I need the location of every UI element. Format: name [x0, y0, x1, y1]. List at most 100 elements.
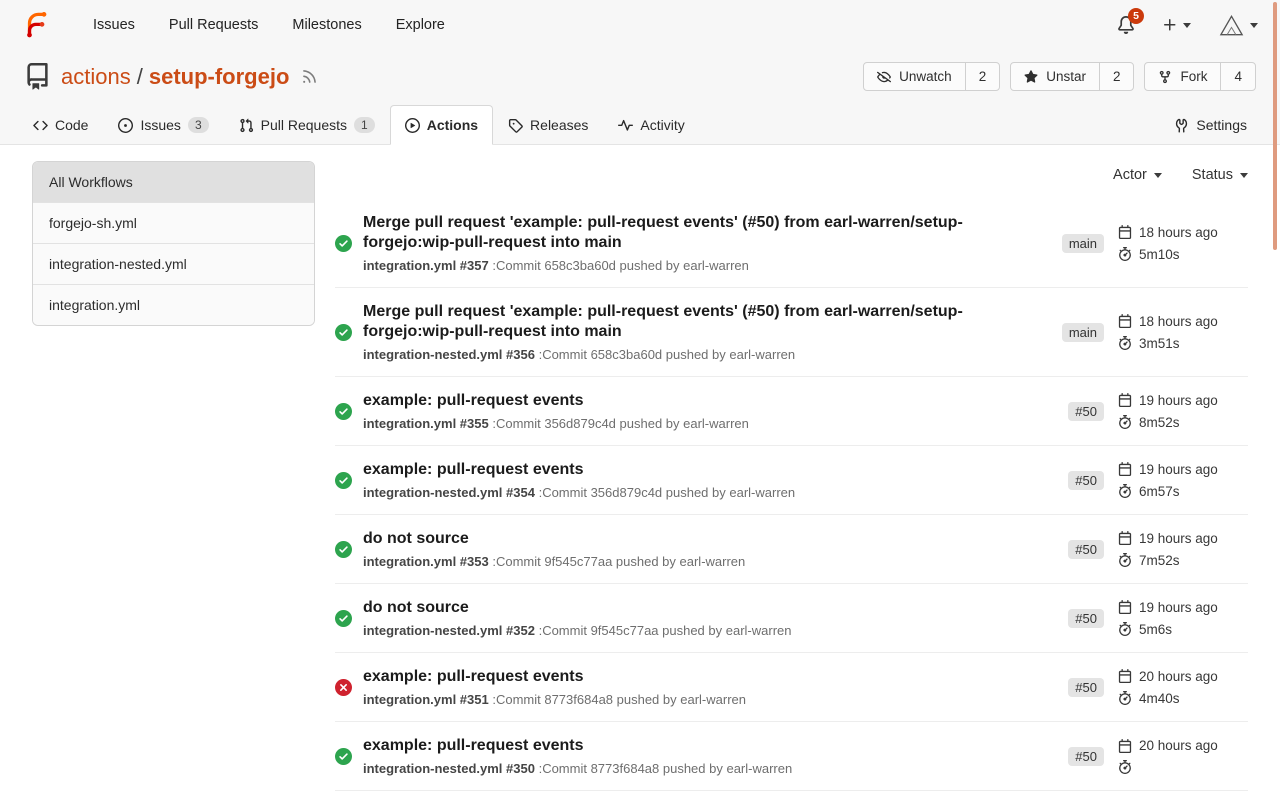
tools-icon — [1174, 118, 1189, 133]
tab-label: Issues — [140, 117, 181, 133]
run-duration: 8m52s — [1139, 414, 1180, 430]
tab-code[interactable]: Code — [18, 105, 103, 145]
create-new-button[interactable] — [1162, 17, 1191, 33]
caret-down-icon — [1240, 172, 1248, 178]
run-duration: 4m40s — [1139, 690, 1180, 706]
stopwatch-icon — [1118, 691, 1132, 705]
star-icon — [1024, 69, 1038, 84]
button-count[interactable]: 4 — [1220, 63, 1255, 90]
sidebar-item-integration-nested-yml[interactable]: integration-nested.yml — [33, 243, 314, 284]
tab-label: Releases — [530, 117, 589, 133]
run-commit-info: integration.yml #353 :Commit 9f545c77aa … — [363, 554, 746, 569]
button-label: Fork — [1180, 69, 1208, 84]
repo-header: actions / setup-forgejo Unwatch 2 Unstar… — [0, 50, 1280, 101]
tab-label: Settings — [1196, 117, 1247, 133]
workflow-run-row[interactable]: example: pull-request events integration… — [335, 446, 1248, 515]
ref-badge[interactable]: #50 — [1068, 677, 1104, 697]
run-time-ago: 19 hours ago — [1139, 599, 1218, 615]
ref-badge[interactable]: main — [1061, 233, 1104, 253]
run-title[interactable]: do not source — [363, 599, 469, 616]
sidebar-item-integration-yml[interactable]: integration.yml — [33, 284, 314, 325]
top-navbar: Issues Pull Requests Milestones Explore 5 — [0, 0, 1280, 50]
pulse-icon — [618, 118, 634, 133]
status-filter-dropdown[interactable]: Status — [1192, 167, 1248, 183]
forgejo-logo[interactable] — [22, 10, 52, 40]
ref-badge[interactable]: #50 — [1068, 470, 1104, 490]
tab-actions[interactable]: Actions — [389, 105, 494, 145]
run-commit-info: integration-nested.yml #356 :Commit 658c… — [363, 347, 796, 362]
repo-title: actions / setup-forgejo — [24, 63, 318, 90]
stopwatch-icon — [1118, 760, 1132, 774]
status-success-icon — [335, 234, 352, 252]
caret-down-icon — [1250, 22, 1258, 28]
code-icon — [33, 118, 48, 133]
run-duration: 6m57s — [1139, 483, 1180, 499]
run-commit-info: integration-nested.yml #354 :Commit 356d… — [363, 485, 796, 500]
user-menu-button[interactable] — [1218, 12, 1258, 39]
workflow-run-row[interactable]: Merge pull request 'example: pull-reques… — [335, 288, 1248, 377]
run-time-ago: 20 hours ago — [1139, 738, 1218, 753]
workflow-run-row[interactable]: do not source integration.yml #353 :Comm… — [335, 515, 1248, 584]
workflow-run-row[interactable]: do not source integration-nested.yml #35… — [335, 584, 1248, 653]
run-title[interactable]: do not source — [363, 530, 469, 547]
repo-owner-link[interactable]: actions — [61, 63, 131, 89]
status-success-icon — [335, 609, 352, 627]
breadcrumb-separator: / — [136, 63, 143, 89]
workflow-run-row[interactable]: example: pull-request events integration… — [335, 722, 1248, 791]
workflow-run-row[interactable]: example: pull-request events integration… — [335, 377, 1248, 446]
workflow-run-list: Merge pull request 'example: pull-reques… — [335, 199, 1248, 791]
repo-name-link[interactable]: setup-forgejo — [148, 63, 290, 89]
unwatch-button[interactable]: Unwatch 2 — [863, 62, 1001, 91]
run-title[interactable]: example: pull-request events — [363, 392, 584, 409]
caret-down-icon — [1153, 172, 1162, 178]
rss-icon[interactable] — [301, 68, 318, 85]
run-title[interactable]: example: pull-request events — [363, 668, 584, 685]
nav-link-explore[interactable]: Explore — [395, 17, 445, 33]
sidebar-item-forgejo-sh-yml[interactable]: forgejo-sh.yml — [33, 202, 314, 243]
tab-issues[interactable]: Issues 3 — [103, 105, 223, 145]
scrollbar-thumb[interactable] — [1273, 2, 1277, 250]
tab-releases[interactable]: Releases — [493, 105, 603, 145]
actor-filter-label: Actor — [1113, 167, 1147, 183]
tab-label: Code — [55, 117, 89, 133]
run-time-ago: 19 hours ago — [1139, 392, 1218, 408]
run-title[interactable]: Merge pull request 'example: pull-reques… — [363, 303, 963, 340]
notifications-button[interactable]: 5 — [1117, 8, 1144, 34]
nav-link-issues[interactable]: Issues — [93, 17, 135, 33]
tab-pull-requests[interactable]: Pull Requests 1 — [224, 105, 390, 145]
button-count[interactable]: 2 — [1098, 63, 1134, 90]
calendar-icon — [1118, 669, 1132, 683]
actor-filter-dropdown[interactable]: Actor — [1113, 167, 1162, 183]
run-title[interactable]: example: pull-request events — [363, 737, 584, 754]
main-content: All Workflows forgejo-sh.yml integration-n… — [0, 145, 1280, 791]
status-success-icon — [335, 402, 352, 420]
calendar-icon — [1118, 225, 1132, 239]
ref-badge[interactable]: #50 — [1068, 746, 1104, 766]
ref-badge[interactable]: main — [1061, 322, 1104, 342]
ref-badge[interactable]: #50 — [1068, 608, 1104, 628]
plus-icon — [1162, 17, 1178, 33]
workflow-run-row[interactable]: example: pull-request events integration… — [335, 653, 1248, 722]
run-title[interactable]: Merge pull request 'example: pull-reques… — [363, 214, 963, 251]
run-commit-info: integration.yml #351 :Commit 8773f684a8 … — [363, 692, 746, 707]
run-duration: 5m10s — [1139, 246, 1180, 262]
calendar-icon — [1118, 531, 1132, 545]
button-count[interactable]: 2 — [964, 63, 1000, 90]
tab-settings[interactable]: Settings — [1159, 105, 1262, 145]
run-commit-info: integration.yml #357 :Commit 658c3ba60d … — [363, 258, 749, 273]
ref-badge[interactable]: #50 — [1068, 401, 1104, 421]
page-header: Issues Pull Requests Milestones Explore 5 — [0, 0, 1280, 145]
sidebar-item-all-workflows[interactable]: All Workflows — [33, 162, 314, 202]
fork-button[interactable]: Fork 4 — [1144, 62, 1256, 91]
nav-link-milestones[interactable]: Milestones — [292, 17, 362, 33]
unstar-button[interactable]: Unstar 2 — [1010, 62, 1135, 91]
run-title[interactable]: example: pull-request events — [363, 461, 584, 478]
calendar-icon — [1118, 393, 1132, 407]
nav-link-pull-requests[interactable]: Pull Requests — [168, 17, 259, 33]
tab-activity[interactable]: Activity — [603, 105, 699, 145]
workflow-run-row[interactable]: Merge pull request 'example: pull-reques… — [335, 199, 1248, 288]
stopwatch-icon — [1118, 553, 1132, 567]
run-duration: 7m52s — [1139, 552, 1180, 568]
ref-badge[interactable]: #50 — [1068, 539, 1104, 559]
